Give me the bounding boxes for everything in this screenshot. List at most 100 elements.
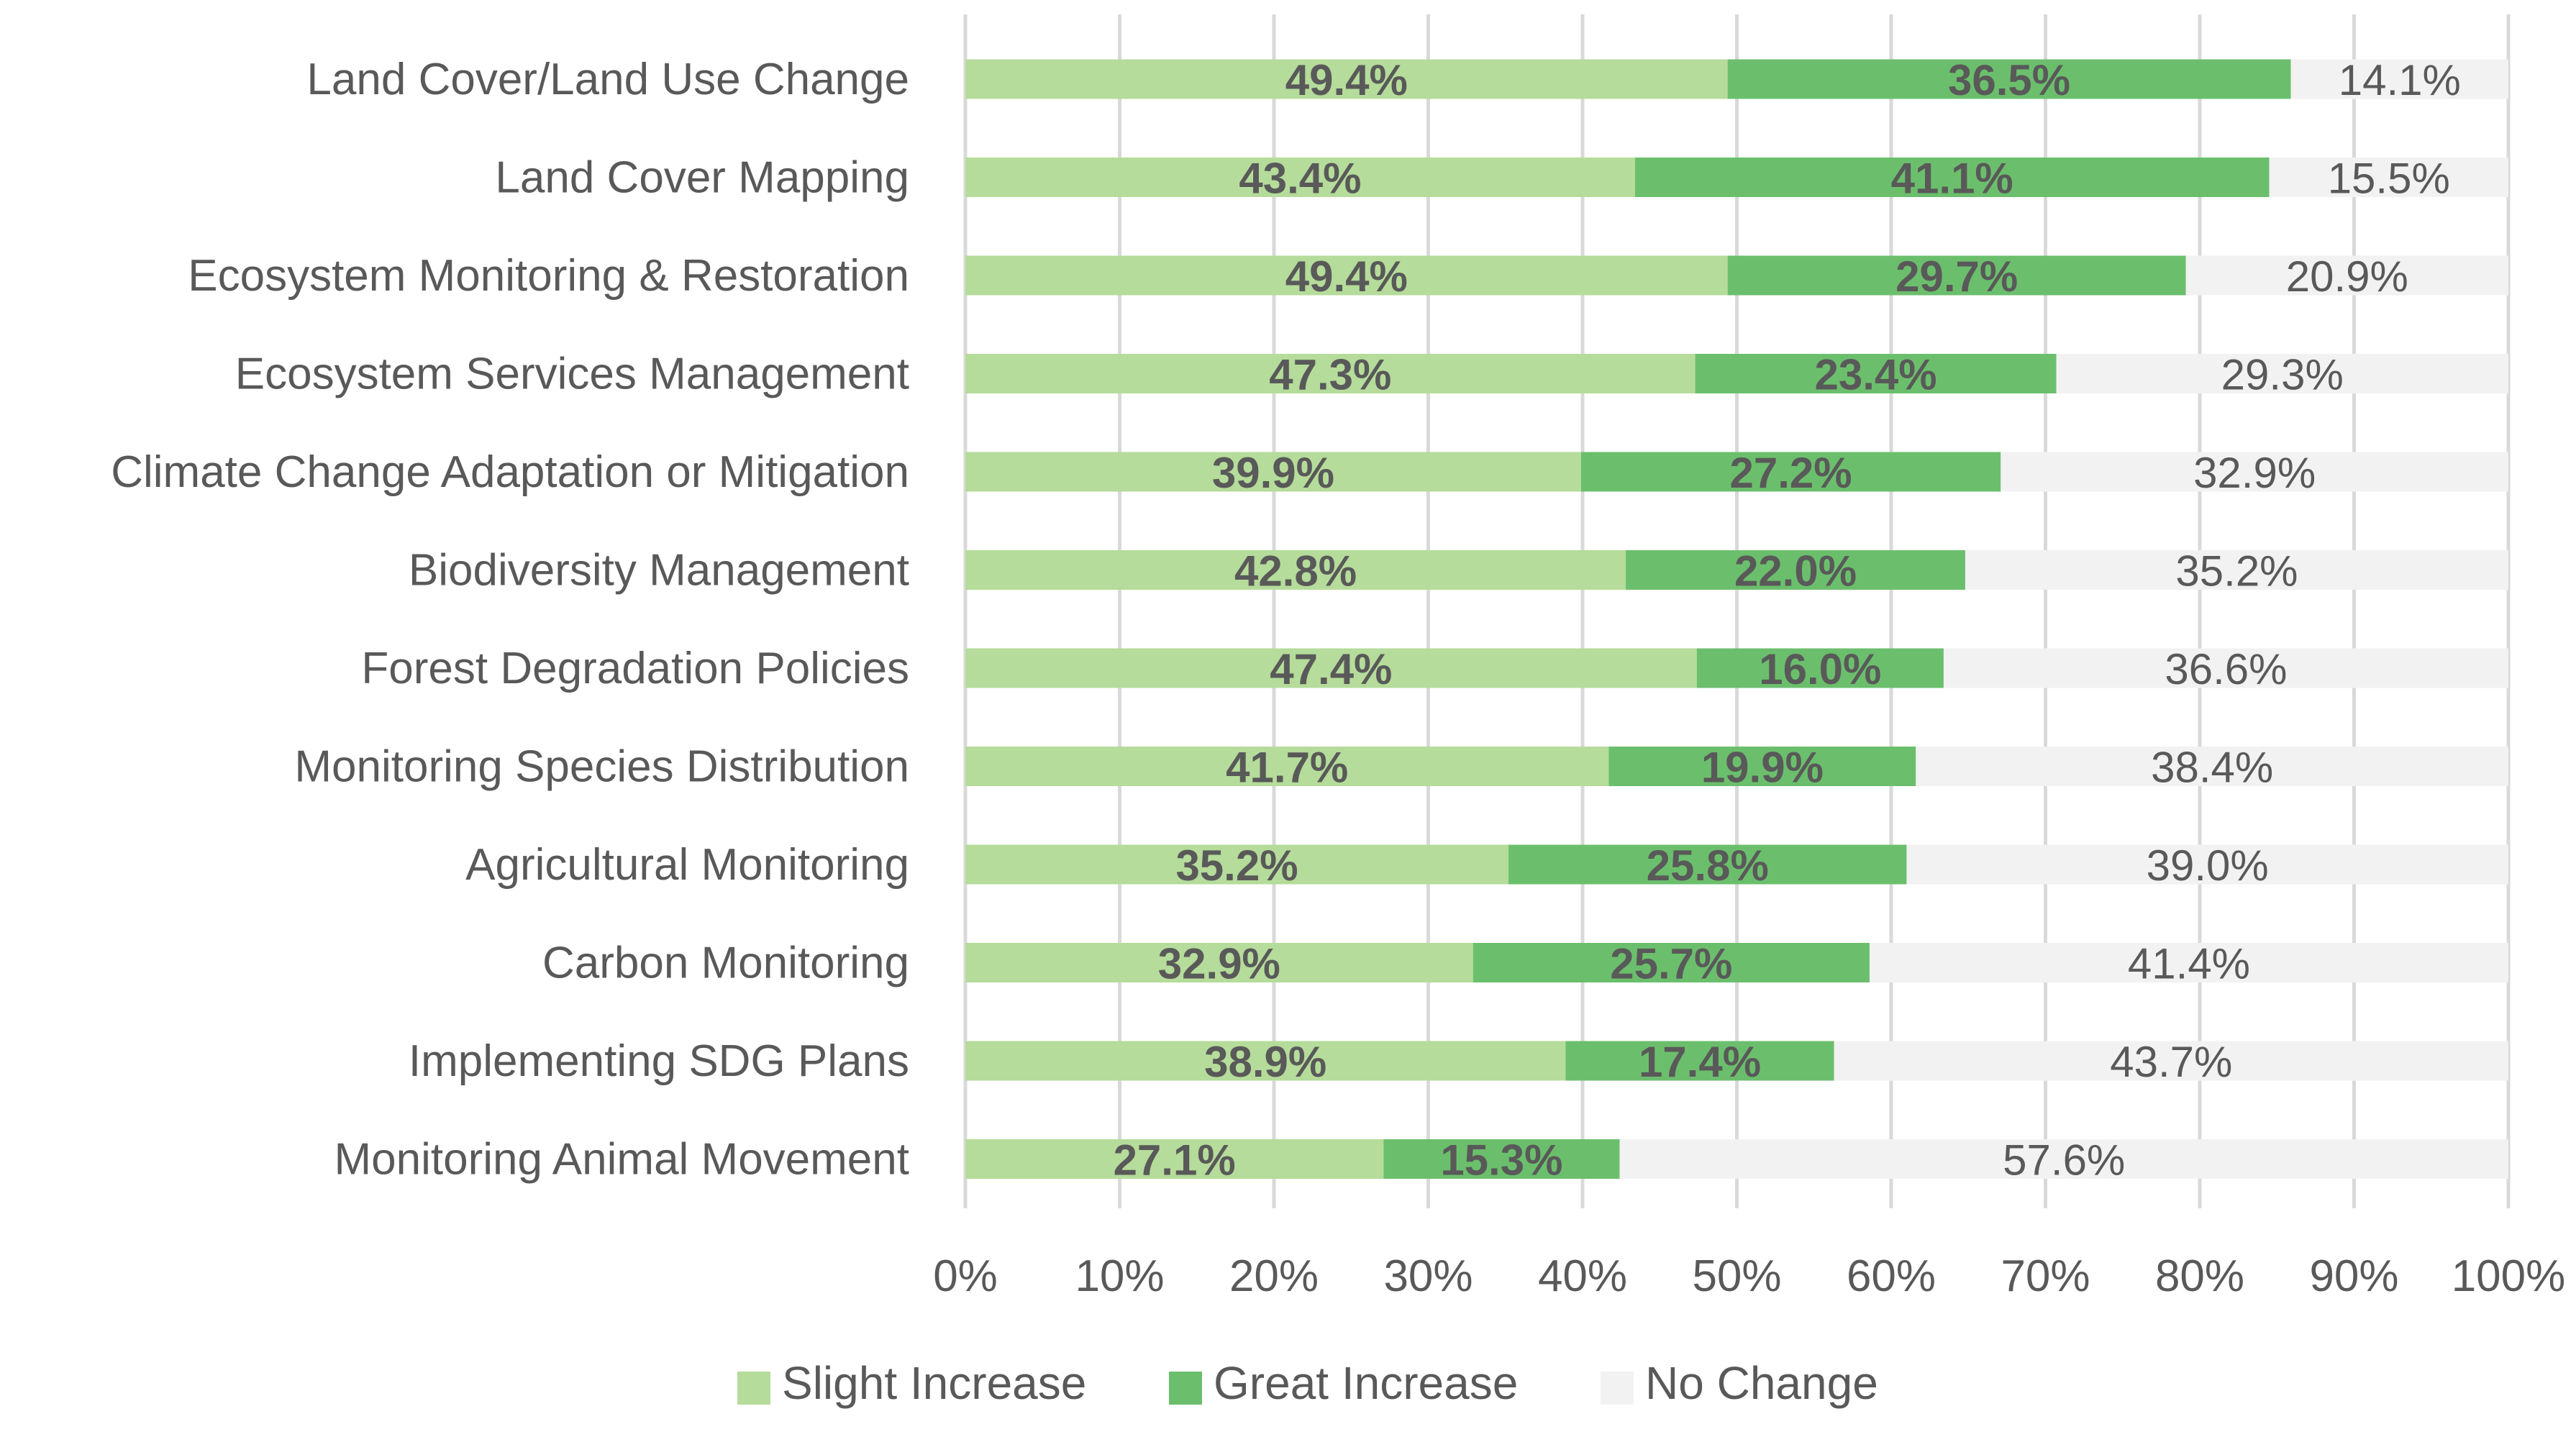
data-label: 29.3% [2221, 351, 2344, 399]
value-axis: 0% 10% 20% 30% 40% 50% 60% 70% 80% 90% 100% [933, 1251, 2565, 1301]
bar-segment-no-change [1943, 648, 2508, 688]
data-label: 27.2% [1730, 449, 1852, 497]
data-label: 32.9% [1158, 940, 1280, 988]
gridlines [963, 14, 2511, 1208]
legend-swatch [1601, 1372, 1634, 1405]
data-label: 43.4% [1239, 155, 1361, 203]
data-label: 39.9% [1212, 449, 1334, 497]
data-label: 38.9% [1204, 1038, 1326, 1086]
bar-segment-slight-increase [965, 1139, 1384, 1179]
data-label: 47.3% [1269, 351, 1391, 399]
bar-segment-great-increase [1696, 648, 1944, 688]
category-label: Monitoring Animal Movement [334, 1135, 909, 1185]
bar-segment-slight-increase [965, 158, 1635, 197]
legend: Slight Increase Great Increase No Change [737, 1357, 1878, 1409]
data-label: 57.6% [2003, 1136, 2125, 1185]
bar-segment-no-change [1869, 943, 2508, 982]
data-label: 17.4% [1639, 1038, 1761, 1086]
data-label: 15.5% [2328, 155, 2450, 203]
x-tick-label: 80% [2155, 1251, 2244, 1301]
category-label: Monitoring Species Distribution [294, 742, 909, 792]
bar-segment-great-increase [1626, 550, 1965, 590]
bar-segment-no-change [2269, 158, 2508, 197]
data-label: 47.4% [1270, 645, 1392, 693]
data-label: 25.8% [1647, 841, 1769, 890]
data-label: 27.1% [1114, 1136, 1236, 1185]
bar-segment-slight-increase [965, 648, 1697, 688]
data-label: 36.6% [2165, 645, 2287, 693]
bar-segment-great-increase [1565, 1041, 1834, 1081]
x-tick-label: 90% [2309, 1251, 2398, 1301]
category-label: Carbon Monitoring [542, 939, 909, 988]
data-label: 19.9% [1701, 744, 1824, 792]
x-tick-label: 100% [2452, 1251, 2566, 1301]
data-label: 22.0% [1734, 547, 1857, 596]
bar-segment-great-increase [1383, 1139, 1620, 1179]
bar-segment-great-increase [1608, 747, 1916, 786]
data-label: 43.7% [2110, 1038, 2232, 1086]
bar-segment-slight-increase [965, 943, 1473, 982]
category-label: Climate Change Adaptation or Mitigation [111, 447, 909, 497]
data-label: 15.3% [1440, 1136, 1562, 1185]
bar-segment-slight-increase [965, 1041, 1566, 1081]
data-label: 29.7% [1895, 252, 2018, 301]
data-label: 23.4% [1814, 351, 1936, 399]
bar-segment-no-change [2001, 452, 2508, 492]
data-label: 35.2% [1175, 841, 1298, 890]
legend-label: Slight Increase [782, 1357, 1086, 1409]
data-label: 41.1% [1891, 155, 2013, 203]
x-tick-label: 60% [1847, 1251, 1936, 1301]
bar-segment-great-increase [1473, 943, 1870, 982]
data-label: 16.0% [1759, 645, 1881, 693]
legend-label: Great Increase [1214, 1357, 1518, 1409]
x-tick-label: 10% [1075, 1251, 1164, 1301]
category-axis: Land Cover/Land Use Change Land Cover Map… [111, 55, 909, 1185]
bar-segment-great-increase [1695, 354, 2057, 393]
x-tick-label: 70% [2001, 1251, 2090, 1301]
legend-swatch [1169, 1372, 1202, 1405]
bar-segment-great-increase [1727, 255, 2186, 296]
data-label: 49.4% [1285, 56, 1408, 104]
bar-segment-no-change [1965, 550, 2508, 590]
x-tick-label: 20% [1229, 1251, 1319, 1301]
bars [965, 59, 2508, 1179]
data-label: 38.4% [2151, 744, 2273, 792]
bar-segment-great-increase [1508, 844, 1907, 885]
bar-segment-great-increase [1634, 158, 2270, 197]
x-tick-label: 40% [1538, 1251, 1627, 1301]
category-label: Agricultural Monitoring [465, 840, 909, 890]
bar-segment-no-change [1906, 844, 2508, 885]
data-label: 20.9% [2286, 252, 2408, 301]
bar-segment-slight-increase [965, 550, 1626, 590]
legend-label: No Change [1645, 1357, 1878, 1409]
legend-swatch [737, 1372, 770, 1405]
data-labels: 49.4% 36.5% 14.1% 43.4% 41.1% 15.5% 49.4% 29.7%… [1114, 56, 2461, 1185]
category-label: Land Cover Mapping [495, 153, 909, 203]
category-label: Implementing SDG Plans [409, 1036, 909, 1086]
category-label: Land Cover/Land Use Change [306, 55, 909, 104]
bar-segment-slight-increase [965, 844, 1509, 885]
data-label: 49.4% [1285, 252, 1408, 301]
bar-segment-slight-increase [965, 354, 1696, 393]
bar-segment-great-increase [1727, 59, 2291, 99]
data-label: 42.8% [1234, 547, 1357, 596]
data-label: 14.1% [2339, 56, 2461, 104]
bar-segment-no-change [1834, 1041, 2508, 1081]
data-label: 41.4% [2128, 940, 2250, 988]
category-label: Biodiversity Management [409, 546, 909, 596]
category-label: Ecosystem Monitoring & Restoration [188, 251, 909, 301]
data-label: 32.9% [2193, 449, 2316, 497]
data-label: 35.2% [2175, 547, 2298, 596]
bar-segment-no-change [2185, 255, 2508, 296]
bar-segment-slight-increase [965, 59, 1728, 99]
x-tick-label: 0% [933, 1251, 998, 1301]
bar-segment-slight-increase [965, 452, 1581, 492]
bar-segment-slight-increase [965, 255, 1728, 296]
data-label: 25.7% [1610, 940, 1732, 988]
bar-segment-no-change [1916, 747, 2508, 786]
bar-segment-no-change [2290, 59, 2508, 99]
x-tick-label: 30% [1383, 1251, 1473, 1301]
data-label: 36.5% [1948, 56, 2070, 104]
category-label: Forest Degradation Policies [361, 644, 909, 693]
